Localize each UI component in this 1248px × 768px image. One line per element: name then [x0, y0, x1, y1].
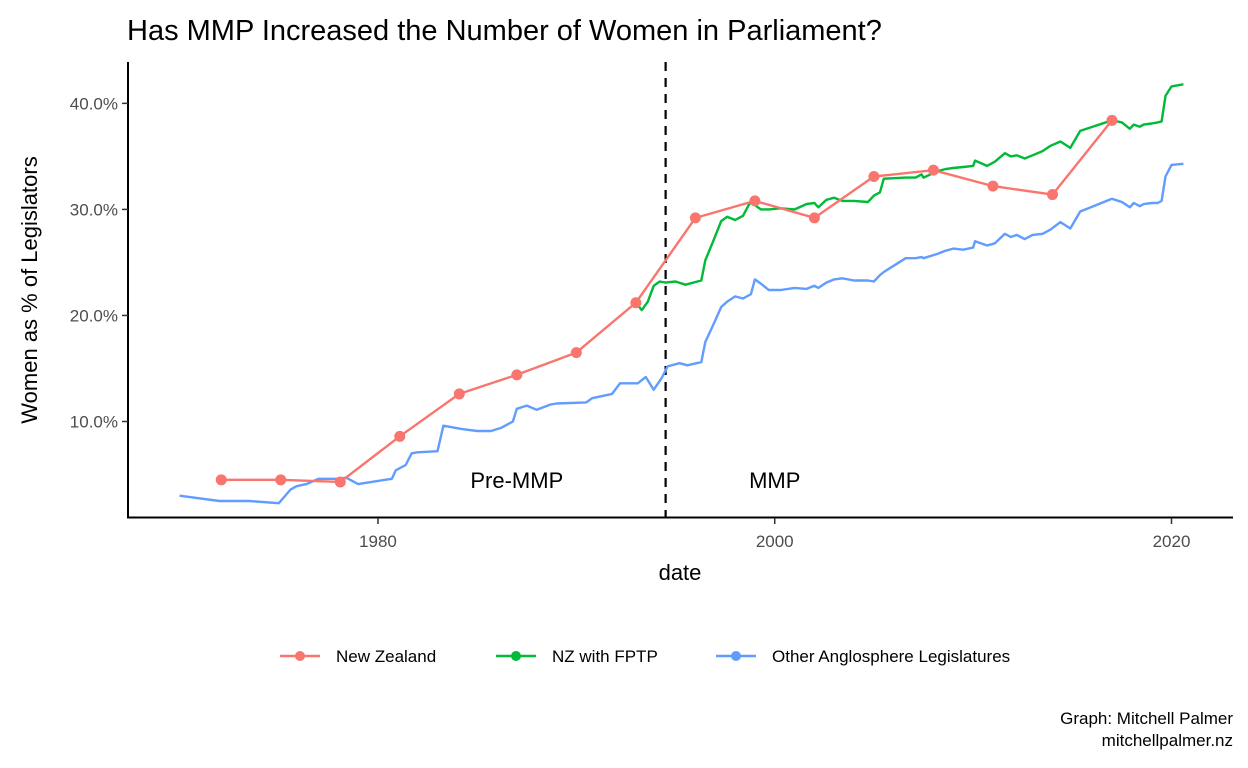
legend-key-marker: [731, 651, 741, 661]
series-line-nz-with-fptp: [634, 83, 1184, 312]
x-tick-label: 2000: [756, 532, 794, 551]
data-point-new-zealand: [511, 369, 523, 381]
x-axis-title: date: [659, 560, 702, 585]
data-point-new-zealand: [453, 388, 465, 400]
data-point-new-zealand: [749, 195, 761, 207]
x-tick-label: 1980: [359, 532, 397, 551]
data-point-new-zealand: [987, 180, 999, 192]
legend: New Zealand NZ with FPTP Other Anglosphere…: [280, 647, 1010, 666]
data-point-new-zealand: [215, 474, 227, 486]
y-tick-label: 40.0%: [70, 94, 118, 113]
legend-label: Other Anglosphere Legislatures: [772, 647, 1010, 666]
legend-label: NZ with FPTP: [552, 647, 658, 666]
data-point-new-zealand: [689, 212, 701, 224]
chart-title: Has MMP Increased the Number of Women in…: [127, 15, 882, 47]
marker-layer: [215, 114, 1118, 488]
data-point-new-zealand: [570, 347, 582, 359]
annotation-layer: Pre-MMP MMP: [470, 468, 800, 493]
data-point-new-zealand: [630, 297, 642, 309]
data-point-new-zealand: [927, 164, 939, 176]
data-point-new-zealand: [868, 171, 880, 183]
data-point-new-zealand: [1046, 189, 1058, 201]
series-line-new-zealand: [221, 119, 1113, 484]
legend-label: New Zealand: [336, 647, 436, 666]
caption-author: Graph: Mitchell Palmer: [1060, 709, 1233, 728]
y-axis-ticks: 10.0% 20.0% 30.0% 40.0%: [70, 94, 128, 431]
legend-item-nz-with-fptp: NZ with FPTP: [496, 647, 658, 666]
legend-key-marker: [511, 651, 521, 661]
legend-key-marker: [295, 651, 305, 661]
x-axis-ticks: 1980 2000 2020: [359, 518, 1190, 551]
caption-url: mitchellpalmer.nz: [1102, 731, 1233, 750]
data-point-new-zealand: [1106, 114, 1118, 126]
data-point-new-zealand: [808, 212, 820, 224]
legend-item-other-anglosphere-legislatures: Other Anglosphere Legislatures: [716, 647, 1010, 666]
series-line-other-anglosphere-legislatures: [179, 162, 1184, 505]
data-point-new-zealand: [275, 474, 287, 486]
y-tick-label: 30.0%: [70, 200, 118, 219]
data-point-new-zealand: [394, 430, 406, 442]
y-tick-label: 20.0%: [70, 306, 118, 325]
annotation-mmp: MMP: [749, 468, 800, 493]
series-layer: [179, 83, 1184, 505]
legend-item-new-zealand: New Zealand: [280, 647, 436, 666]
annotation-pre-mmp: Pre-MMP: [470, 468, 563, 493]
y-axis-title: Women as % of Legislators: [17, 156, 42, 423]
data-point-new-zealand: [334, 476, 346, 488]
y-tick-label: 10.0%: [70, 412, 118, 431]
x-tick-label: 2020: [1153, 532, 1191, 551]
plot-area: Pre-MMP MMP: [179, 62, 1184, 518]
